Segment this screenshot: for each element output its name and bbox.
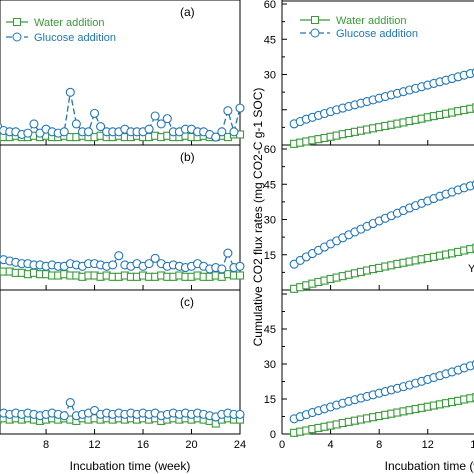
right-panel-2: 15 30 45 60 Y Cumulative CO2 flux rates (mg C… xyxy=(251,88,474,347)
panel-label: (c) xyxy=(180,295,194,309)
series-glucose-point xyxy=(89,108,100,118)
series-glucose-point xyxy=(235,103,245,113)
series-glucose-point xyxy=(83,127,94,137)
legend-marker-water xyxy=(13,18,21,26)
series-glucose-point xyxy=(150,111,160,121)
y-tick-label: 45 xyxy=(264,34,276,46)
series-glucose-point xyxy=(235,261,245,271)
y-tick-label: 60 xyxy=(264,144,276,156)
y-tick-label: 45 xyxy=(264,324,276,336)
x-tick-label: 24 xyxy=(234,439,246,451)
legend-label-glucose: Glucose addition xyxy=(336,28,418,40)
x-axis-title: Incubation time (week) xyxy=(70,459,191,473)
series-glucose-point xyxy=(217,264,227,274)
panel-frame xyxy=(0,289,241,435)
series-water-point xyxy=(472,103,474,112)
x-tick-label: 12 xyxy=(422,439,434,451)
y-tick-label: 0 xyxy=(270,429,276,441)
panel-label: (a) xyxy=(180,5,195,19)
series-water-point xyxy=(235,271,245,280)
y-tick-label: 45 xyxy=(264,179,276,191)
series-glucose-point xyxy=(114,251,124,261)
y-tick-label: 30 xyxy=(264,70,276,82)
right-panel-3: 0 15 30 45 0 4 8 12 16 Incubation time (week) xyxy=(264,290,474,473)
panel-label: (b) xyxy=(180,150,195,164)
series-water-point xyxy=(472,393,474,402)
x-tick-label: 12 xyxy=(88,439,100,451)
series-glucose-point xyxy=(65,398,75,408)
legend-marker-water xyxy=(311,16,319,24)
series-glucose-point xyxy=(150,253,160,263)
series-glucose-point xyxy=(59,127,69,137)
x-axis-title: Incubation time (week) xyxy=(385,459,474,473)
left-panel-c: 8 12 16 20 24 (c) Incubation time (week) xyxy=(0,289,246,473)
legend-marker-glucose xyxy=(310,28,320,38)
y-tick-label: 60 xyxy=(264,0,276,11)
legend: Water addition Glucose addition xyxy=(6,17,116,44)
x-tick-label: 20 xyxy=(185,439,197,451)
x-tick-label: 16 xyxy=(470,439,474,451)
series-glucose-point xyxy=(223,106,233,116)
series-glucose-point xyxy=(29,119,39,129)
y-tick-label: 30 xyxy=(264,359,276,371)
y-axis-title: Cumulative CO2 flux rates (mg CO2-C g-1 … xyxy=(251,88,265,347)
series-glucose-point xyxy=(108,260,118,270)
legend-label-water: Water addition xyxy=(34,17,105,29)
y-tick-label: 15 xyxy=(264,250,276,262)
series-glucose-point xyxy=(71,119,81,129)
legend-marker-glucose xyxy=(12,32,22,42)
y-tick-label: 30 xyxy=(264,215,276,227)
series-glucose-point xyxy=(211,132,221,142)
series-glucose-point xyxy=(217,127,227,137)
panel-corner-text: Y xyxy=(468,263,474,275)
left-panel-a: (a) Water addition Glucose addition xyxy=(0,0,245,146)
series-glucose-point xyxy=(235,409,245,419)
series-glucose-point xyxy=(162,114,172,124)
x-tick-label: 8 xyxy=(43,439,49,451)
legend-label-glucose: Glucose addition xyxy=(34,32,116,44)
series-water-point xyxy=(472,243,474,252)
x-tick-label: 8 xyxy=(376,439,382,451)
series-glucose-point xyxy=(59,411,69,421)
x-tick-label: 4 xyxy=(328,439,334,451)
series-glucose-point xyxy=(65,87,75,97)
series-glucose-point xyxy=(144,124,154,134)
series-glucose-point xyxy=(23,128,33,138)
series-glucose-point xyxy=(223,248,233,258)
x-tick-label: 16 xyxy=(137,439,149,451)
series-glucose-point xyxy=(156,119,166,129)
series-glucose-point xyxy=(144,259,154,269)
series-glucose-point xyxy=(96,121,106,132)
series-glucose-point xyxy=(229,127,239,137)
left-panel-b: (b) xyxy=(0,144,245,291)
x-tick-label: 0 xyxy=(279,439,285,451)
legend-label-water: Water addition xyxy=(336,15,407,27)
y-tick-label: 15 xyxy=(264,394,276,406)
